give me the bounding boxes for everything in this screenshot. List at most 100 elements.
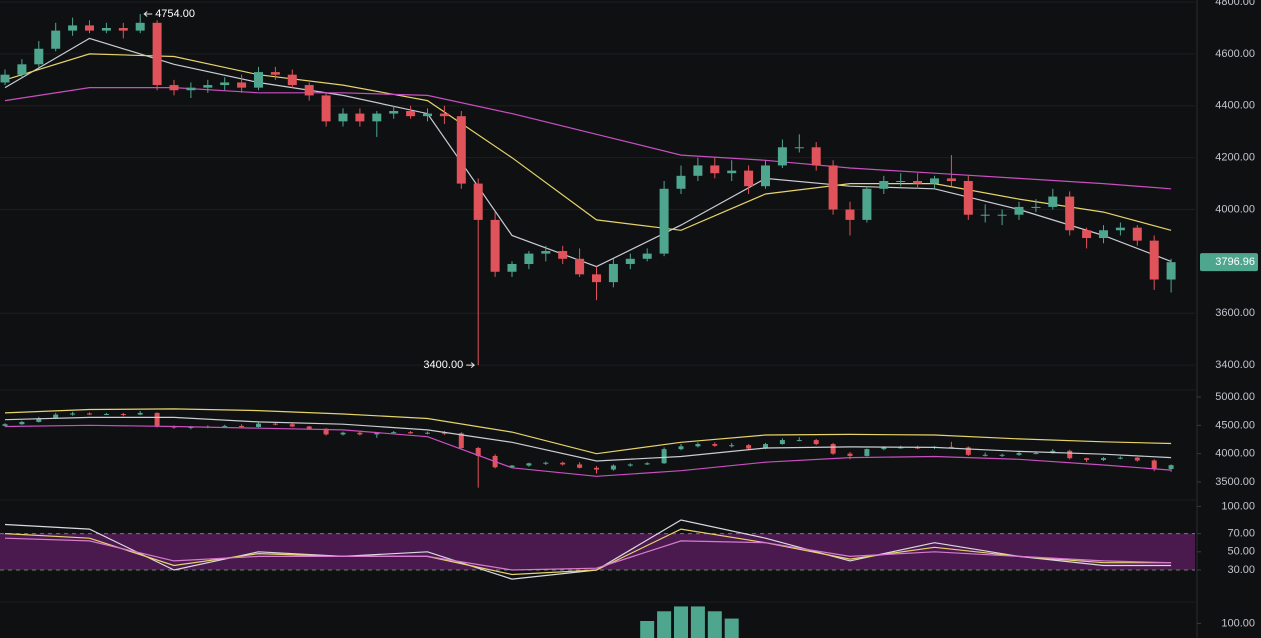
histogram-bar [640, 621, 655, 638]
candle-body [830, 444, 836, 454]
candle-body [1031, 206, 1041, 208]
candle-body [458, 433, 464, 449]
candle-body [237, 82, 247, 88]
candle-body [391, 432, 397, 434]
candle-body [372, 113, 382, 122]
y-tick-label: 5000.00 [1215, 391, 1255, 403]
indicator-line [4, 424, 1172, 477]
candle-body [19, 421, 25, 425]
candle-body [693, 165, 703, 176]
candle-body [946, 178, 956, 181]
candle-body [423, 113, 432, 117]
candle-body [203, 85, 213, 88]
candle-body [355, 113, 365, 122]
y-tick-label: 70.00 [1227, 528, 1255, 540]
candle-body [53, 414, 59, 419]
candle-body [625, 258, 635, 264]
candle-body [558, 251, 568, 259]
candle-body [188, 427, 194, 429]
candle-body [577, 464, 583, 468]
y-tick-label: 4200.00 [1215, 152, 1255, 164]
candle-body [408, 432, 414, 434]
y-tick-label: 4400.00 [1215, 100, 1255, 112]
candle-body [543, 462, 549, 464]
candle-body [1149, 240, 1159, 280]
candle-body [879, 180, 889, 189]
candle-body [304, 85, 314, 96]
candle-body [509, 465, 515, 468]
candle-body [186, 87, 196, 91]
candle-body [763, 444, 768, 449]
candle-body [930, 178, 939, 184]
candle-body [779, 440, 785, 445]
candle-body [999, 454, 1005, 456]
annotation-label: 3400.00 [423, 359, 463, 371]
candle-body [915, 447, 921, 449]
candle-body [118, 28, 128, 31]
candle-body [169, 85, 179, 91]
candle-body [1099, 230, 1108, 239]
candle-body [1033, 453, 1039, 455]
candle-body [710, 165, 720, 174]
candle-body [948, 446, 954, 448]
candle-body [441, 432, 447, 434]
candle-body [1134, 457, 1140, 461]
candle-body [1048, 196, 1058, 207]
candle-body [898, 447, 904, 449]
candle-body [254, 72, 263, 88]
candle-body [864, 449, 870, 456]
y-tick-label: 4500.00 [1215, 419, 1255, 431]
candle-body [594, 467, 599, 470]
candle-body [1014, 206, 1024, 215]
indicator-line [4, 53, 1172, 231]
indicator-line [4, 416, 1172, 462]
y-tick-label: 4600.00 [1215, 48, 1255, 60]
y-tick-label: 100.00 [1221, 617, 1255, 629]
candle-body [608, 263, 618, 283]
candle-body [1065, 196, 1075, 231]
candle-body [982, 454, 988, 456]
candle-body [287, 74, 297, 86]
candle-body [321, 95, 331, 122]
candle-body [36, 418, 42, 422]
histogram-bar [657, 611, 672, 638]
annotation-arrow [466, 362, 475, 368]
y-tick-label: 4000.00 [1215, 448, 1255, 460]
candle-body [965, 447, 971, 455]
candle-body [272, 423, 278, 425]
candle-body [68, 25, 78, 31]
candle-body [87, 413, 92, 415]
candle-body [828, 165, 838, 210]
candles [0, 14, 1176, 366]
candle-body [1168, 465, 1174, 469]
candle-body [406, 110, 416, 117]
y-tick-label: 4800.00 [1215, 0, 1255, 8]
candle-body [695, 444, 701, 447]
indicator-line [4, 408, 1172, 455]
candle-body [270, 72, 280, 75]
candle-body [610, 465, 616, 470]
candle-body [980, 214, 990, 216]
candle-body [137, 412, 143, 415]
candle-body [154, 412, 160, 427]
last-price-box [1200, 253, 1258, 272]
candle-body [1132, 227, 1142, 241]
candle-body [644, 463, 650, 465]
candle-body [845, 209, 855, 220]
candle-body [475, 448, 481, 456]
candle-body [1101, 458, 1106, 460]
candle-body [796, 440, 802, 442]
candle-body [152, 22, 162, 86]
candle-body [676, 175, 686, 189]
candle-body [1151, 460, 1157, 469]
candle-body [794, 147, 804, 149]
candle-body [374, 432, 380, 435]
annotation-arrow [143, 11, 153, 17]
candle-body [642, 253, 652, 259]
candle-body [997, 214, 1007, 216]
histogram-bar [707, 611, 722, 638]
candle-body [0, 74, 10, 83]
y-tick-label: 3500.00 [1215, 476, 1255, 488]
candle-body [1067, 450, 1073, 459]
